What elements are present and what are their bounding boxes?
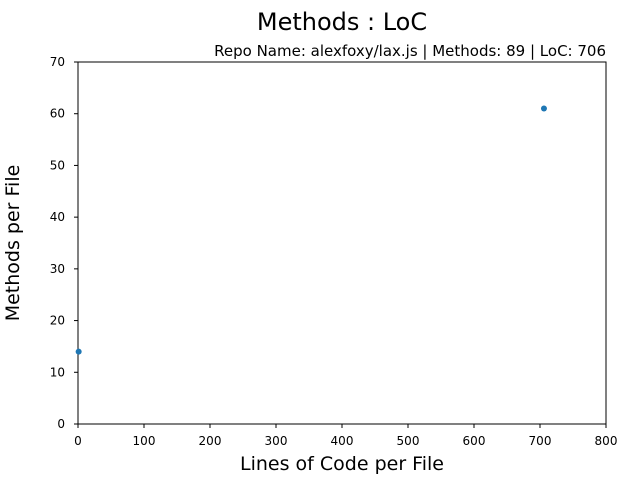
y-tick-label: 40	[50, 210, 65, 224]
x-tick-label: 700	[529, 434, 552, 448]
x-tick-label: 500	[397, 434, 420, 448]
x-axis-label: Lines of Code per File	[240, 453, 444, 475]
y-tick-label: 60	[50, 107, 65, 121]
y-axis: 0 10 20 30 40 50 60 70	[50, 55, 78, 431]
y-tick-label: 70	[50, 55, 65, 69]
data-point	[75, 348, 82, 355]
x-tick-label: 0	[74, 434, 82, 448]
data-points	[75, 105, 547, 355]
y-tick-label: 20	[50, 314, 65, 328]
y-tick-label: 50	[50, 158, 65, 172]
x-tick-label: 400	[331, 434, 354, 448]
y-tick-label: 0	[57, 417, 65, 431]
chart-subtitle: Repo Name: alexfoxy/lax.js | Methods: 89…	[214, 42, 606, 60]
x-axis: 0 100 200 300 400 500 600 700 800	[74, 424, 617, 448]
x-tick-label: 600	[463, 434, 486, 448]
data-point	[540, 105, 547, 112]
x-tick-label: 100	[133, 434, 156, 448]
plot-frame	[77, 61, 607, 425]
x-tick-label: 300	[265, 434, 288, 448]
y-axis-label: Methods per File	[2, 165, 24, 322]
x-tick-label: 800	[595, 434, 618, 448]
chart-title: Methods : LoC	[257, 8, 427, 36]
y-tick-label: 10	[50, 365, 65, 379]
y-tick-label: 30	[50, 262, 65, 276]
x-tick-label: 200	[199, 434, 222, 448]
